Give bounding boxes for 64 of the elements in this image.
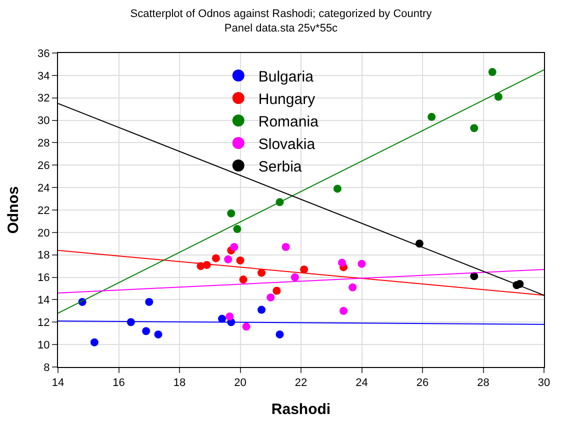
y-tick-label: 34: [38, 70, 50, 82]
x-tick-label: 26: [416, 377, 429, 390]
point: [494, 92, 502, 101]
x-tick-label: 16: [112, 377, 125, 390]
x-axis-title: Rashodi: [271, 401, 331, 418]
point: [242, 322, 250, 331]
point: [212, 254, 220, 262]
point: [239, 276, 248, 284]
x-tick-label: 20: [234, 377, 246, 390]
point: [276, 330, 284, 338]
point: [236, 256, 244, 264]
y-tick-label: 8: [44, 362, 50, 374]
y-tick-label: 18: [38, 250, 50, 262]
y-tick-label: 32: [38, 92, 50, 105]
point: [348, 283, 357, 292]
y-tick-label: 30: [38, 115, 50, 128]
y-tick-label: 20: [38, 227, 50, 240]
x-tick-label: 18: [173, 377, 186, 390]
point: [90, 338, 98, 346]
legend-label: Slovakia: [258, 136, 316, 153]
point: [488, 68, 496, 76]
x-tick-label: 30: [538, 377, 550, 390]
y-tick-label: 16: [38, 272, 50, 284]
point: [282, 243, 290, 252]
chart-title: Scatterplot of Odnos against Rashodi; categorized by Country: [130, 8, 432, 20]
point: [290, 273, 299, 282]
point: [333, 184, 342, 193]
y-tick-label: 12: [38, 316, 50, 329]
point: [145, 298, 154, 306]
y-tick-label: 10: [38, 339, 50, 352]
point: [142, 327, 150, 336]
point: [470, 272, 478, 280]
point: [300, 265, 308, 274]
y-tick-label: 22: [38, 204, 50, 217]
point: [224, 255, 232, 264]
x-tick-label: 24: [356, 377, 368, 390]
point: [258, 306, 266, 314]
y-tick-label: 28: [38, 138, 50, 150]
point: [230, 243, 238, 252]
point: [272, 286, 281, 295]
y-tick-label: 36: [38, 48, 50, 60]
y-tick-label: 26: [38, 160, 50, 172]
point: [340, 306, 348, 315]
point: [227, 209, 236, 218]
y-axis-title: Odnos: [4, 186, 22, 234]
point: [226, 312, 234, 321]
point: [428, 112, 436, 121]
legend-label: Serbia: [258, 158, 302, 176]
y-tick-label: 24: [38, 182, 50, 194]
y-tick-label: 14: [38, 294, 50, 307]
legend-label: Romania: [258, 113, 320, 130]
x-tick-label: 22: [294, 377, 308, 390]
legend-label: Bulgaria: [258, 68, 314, 86]
point: [154, 330, 162, 338]
legend-label: Hungary: [258, 90, 316, 108]
x-tick-label: 14: [52, 377, 64, 390]
x-tick-label: 28: [477, 377, 490, 390]
point: [338, 258, 346, 267]
chart-subtitle: Panel data.sta 25v*55c: [224, 22, 338, 34]
point: [258, 268, 266, 277]
point: [358, 260, 366, 268]
point: [470, 124, 478, 132]
point: [266, 293, 275, 302]
point: [233, 225, 242, 234]
